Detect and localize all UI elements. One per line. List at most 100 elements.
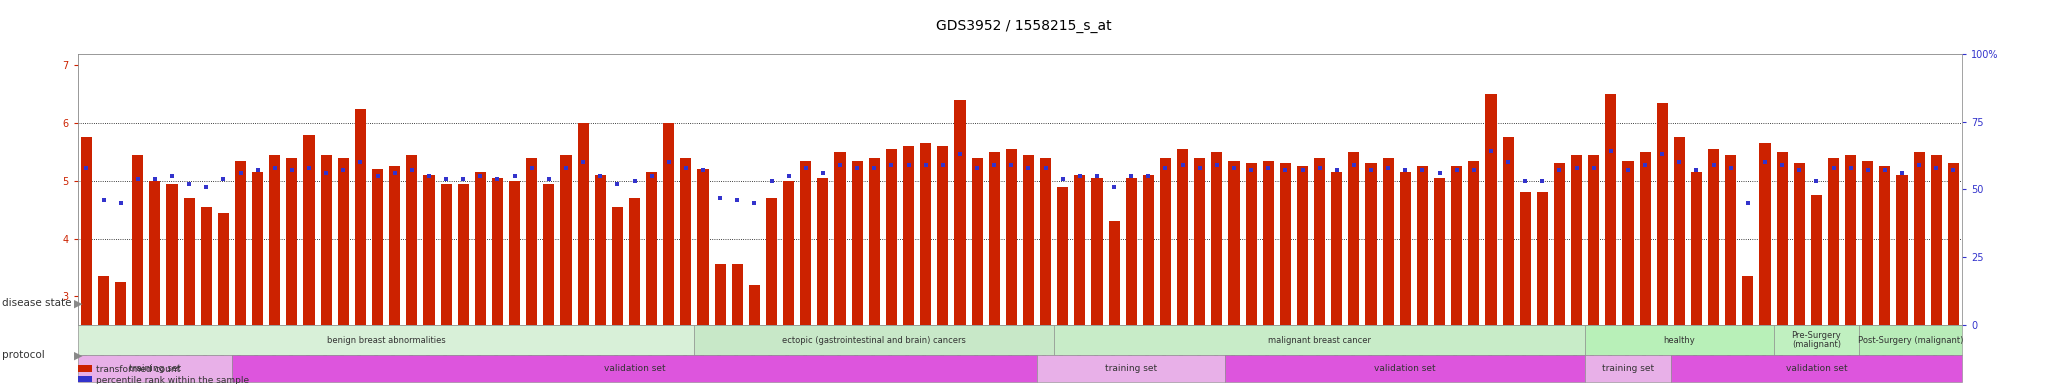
Bar	[645, 172, 657, 325]
Bar	[1503, 137, 1513, 325]
Bar	[971, 158, 983, 325]
Bar	[1845, 155, 1855, 325]
Point	[1321, 167, 1354, 174]
Bar	[1571, 155, 1583, 325]
Text: malignant breast cancer: malignant breast cancer	[1268, 336, 1372, 344]
Point	[1200, 162, 1233, 168]
Point	[1114, 173, 1147, 179]
Bar	[78, 325, 694, 355]
Point	[807, 170, 840, 176]
Point	[309, 170, 342, 176]
Point	[1030, 165, 1063, 171]
Text: Pre-Surgery
(malignant): Pre-Surgery (malignant)	[1792, 331, 1841, 349]
Point	[584, 173, 616, 179]
Text: percentile rank within the sample: percentile rank within the sample	[96, 376, 250, 384]
Bar	[1862, 161, 1874, 325]
Bar	[1743, 276, 1753, 325]
Bar	[698, 169, 709, 325]
Text: training set: training set	[129, 364, 180, 373]
Bar	[1860, 325, 1962, 355]
Bar	[1829, 158, 1839, 325]
Bar	[1225, 355, 1585, 382]
Point	[1251, 165, 1284, 171]
Point	[653, 159, 686, 166]
Bar	[1606, 94, 1616, 325]
Point	[276, 167, 309, 174]
Text: validation set: validation set	[1786, 364, 1847, 373]
Bar	[98, 276, 109, 325]
Point	[360, 173, 393, 179]
Point	[823, 162, 856, 168]
Point	[1372, 165, 1405, 171]
Point	[395, 167, 428, 174]
Point	[156, 173, 188, 179]
Point	[1509, 178, 1542, 184]
Text: training set: training set	[1106, 364, 1157, 373]
Point	[70, 165, 102, 171]
Bar	[440, 184, 453, 325]
Text: disease state: disease state	[2, 298, 72, 308]
Point	[1219, 165, 1251, 171]
Bar	[1794, 164, 1804, 325]
Point	[1354, 167, 1386, 174]
Bar	[373, 169, 383, 325]
Point	[481, 175, 514, 182]
Text: validation set: validation set	[1374, 364, 1436, 373]
Point	[293, 165, 326, 171]
Bar	[1143, 175, 1153, 325]
Bar	[287, 158, 297, 325]
Text: training set: training set	[1602, 364, 1655, 373]
Bar	[1264, 161, 1274, 325]
Point	[1886, 170, 1919, 176]
Bar	[1006, 149, 1018, 325]
Bar	[184, 198, 195, 325]
Text: ▶: ▶	[74, 350, 82, 360]
Bar	[1057, 187, 1069, 325]
Point	[1475, 148, 1507, 154]
Bar	[1399, 172, 1411, 325]
Bar	[115, 282, 127, 325]
Point	[874, 162, 907, 168]
Bar	[817, 178, 829, 325]
Text: validation set: validation set	[604, 364, 666, 373]
Point	[1835, 165, 1868, 171]
Bar	[1536, 192, 1548, 325]
Bar	[989, 152, 999, 325]
Bar	[1210, 152, 1223, 325]
Bar	[475, 172, 485, 325]
Bar	[1585, 325, 1774, 355]
Text: Post-Surgery (malignant): Post-Surgery (malignant)	[1858, 336, 1964, 344]
Bar	[1948, 164, 1960, 325]
Bar	[1657, 103, 1667, 325]
Bar	[1108, 221, 1120, 325]
Bar	[1468, 161, 1479, 325]
Point	[1765, 162, 1798, 168]
Point	[926, 162, 958, 168]
Bar	[78, 325, 1962, 374]
Bar	[78, 355, 231, 382]
Point	[1423, 170, 1456, 176]
Bar	[1671, 355, 1962, 382]
Point	[1133, 173, 1165, 179]
Point	[721, 197, 754, 204]
Bar	[1913, 152, 1925, 325]
Bar	[526, 158, 537, 325]
Point	[190, 184, 223, 190]
Point	[1647, 151, 1679, 157]
Bar	[1382, 158, 1395, 325]
Text: benign breast abnormalities: benign breast abnormalities	[328, 336, 446, 344]
Bar	[133, 155, 143, 325]
Point	[104, 200, 137, 206]
Bar	[231, 355, 1036, 382]
Point	[139, 175, 172, 182]
Bar	[834, 152, 846, 325]
Bar	[150, 181, 160, 325]
Point	[737, 200, 770, 206]
Point	[328, 167, 360, 174]
Point	[516, 165, 549, 171]
Point	[465, 173, 498, 179]
Bar	[510, 181, 520, 325]
Point	[1800, 178, 1833, 184]
Bar	[1092, 178, 1102, 325]
Text: protocol: protocol	[2, 350, 45, 360]
